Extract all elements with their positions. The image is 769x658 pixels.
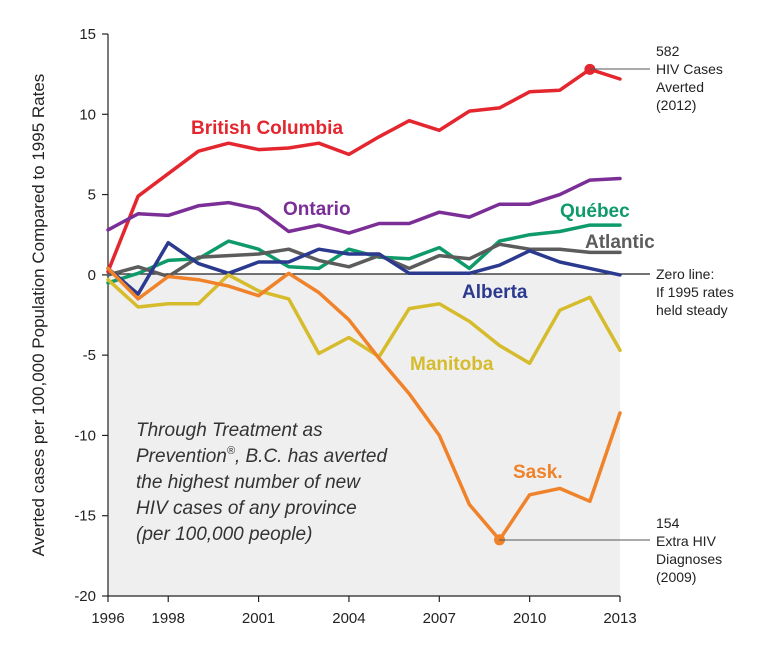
y-axis-ticks: 15 10 5 0 -5 -10 -15 -20 <box>74 26 108 605</box>
zero-annotation-line1: Zero line: <box>656 266 714 282</box>
callout-line5: (per 100,000 people) <box>136 524 312 545</box>
highlight-markers <box>494 63 596 546</box>
series-lines <box>106 67 622 542</box>
zero-annotation-line2: If 1995 rates <box>656 284 734 300</box>
y-tick-label: 15 <box>79 26 96 43</box>
y-axis-title: Averted cases per 100,000 Population Com… <box>29 74 48 557</box>
y-tick-label: 0 <box>88 267 96 284</box>
x-tick-label: 2013 <box>603 610 636 627</box>
bc-annotation-line2: Averted <box>656 79 704 95</box>
zero-annotation-line3: held steady <box>656 302 728 318</box>
series-line-british-columbia <box>106 67 622 274</box>
bc-annotation-value: 582 <box>656 43 680 59</box>
label-atlantic: Atlantic <box>585 232 655 253</box>
marker-british-columbia <box>584 63 596 75</box>
bc-annotation-line1: HIV Cases <box>656 61 723 77</box>
sask-annotation-line2: Diagnoses <box>656 551 722 567</box>
y-tick-label: 10 <box>79 106 96 123</box>
callout-line1: Through Treatment as <box>136 420 323 441</box>
series-line-sask <box>106 266 622 542</box>
bc-annotation-year: (2012) <box>656 97 696 113</box>
y-tick-label: 5 <box>88 187 96 204</box>
y-tick-label: -10 <box>74 427 96 444</box>
y-tick-label: -20 <box>74 588 96 605</box>
below-zero-shading <box>108 274 620 596</box>
y-tick-label: -15 <box>74 508 96 525</box>
sask-annotation-value: 154 <box>656 515 680 531</box>
series-line-alberta <box>106 240 622 296</box>
x-tick-label: 1996 <box>91 610 124 627</box>
x-tick-label: 2004 <box>332 610 365 627</box>
callout-line2-pre: Prevention <box>136 446 227 467</box>
label-alberta: Alberta <box>462 282 528 303</box>
label-ontario: Ontario <box>283 199 351 220</box>
label-sask: Sask. <box>513 462 563 483</box>
series-line-ontario <box>106 176 622 235</box>
x-tick-label: 2007 <box>423 610 456 627</box>
sask-annotation-line1: Extra HIV <box>656 533 717 549</box>
x-axis-ticks: 1996 1998 2001 2004 2007 2010 2013 <box>91 596 637 627</box>
callout-line3: the highest number of new <box>136 472 361 493</box>
series-line-manitoba <box>106 273 622 365</box>
callout-line4: HIV cases of any province <box>136 498 357 519</box>
sask-annotation-year: (2009) <box>656 569 696 585</box>
label-quebec: Québec <box>560 201 630 222</box>
callout-line2-post: , B.C. has averted <box>235 446 389 467</box>
x-tick-label: 2001 <box>242 610 275 627</box>
callout-registered-mark: ® <box>227 445 236 457</box>
y-tick-label: -5 <box>83 347 96 364</box>
label-manitoba: Manitoba <box>410 354 494 375</box>
x-tick-label: 1998 <box>152 610 185 627</box>
x-tick-label: 2010 <box>513 610 546 627</box>
callout-line2: Prevention®, B.C. has averted <box>136 445 388 467</box>
label-british-columbia: British Columbia <box>191 118 343 139</box>
